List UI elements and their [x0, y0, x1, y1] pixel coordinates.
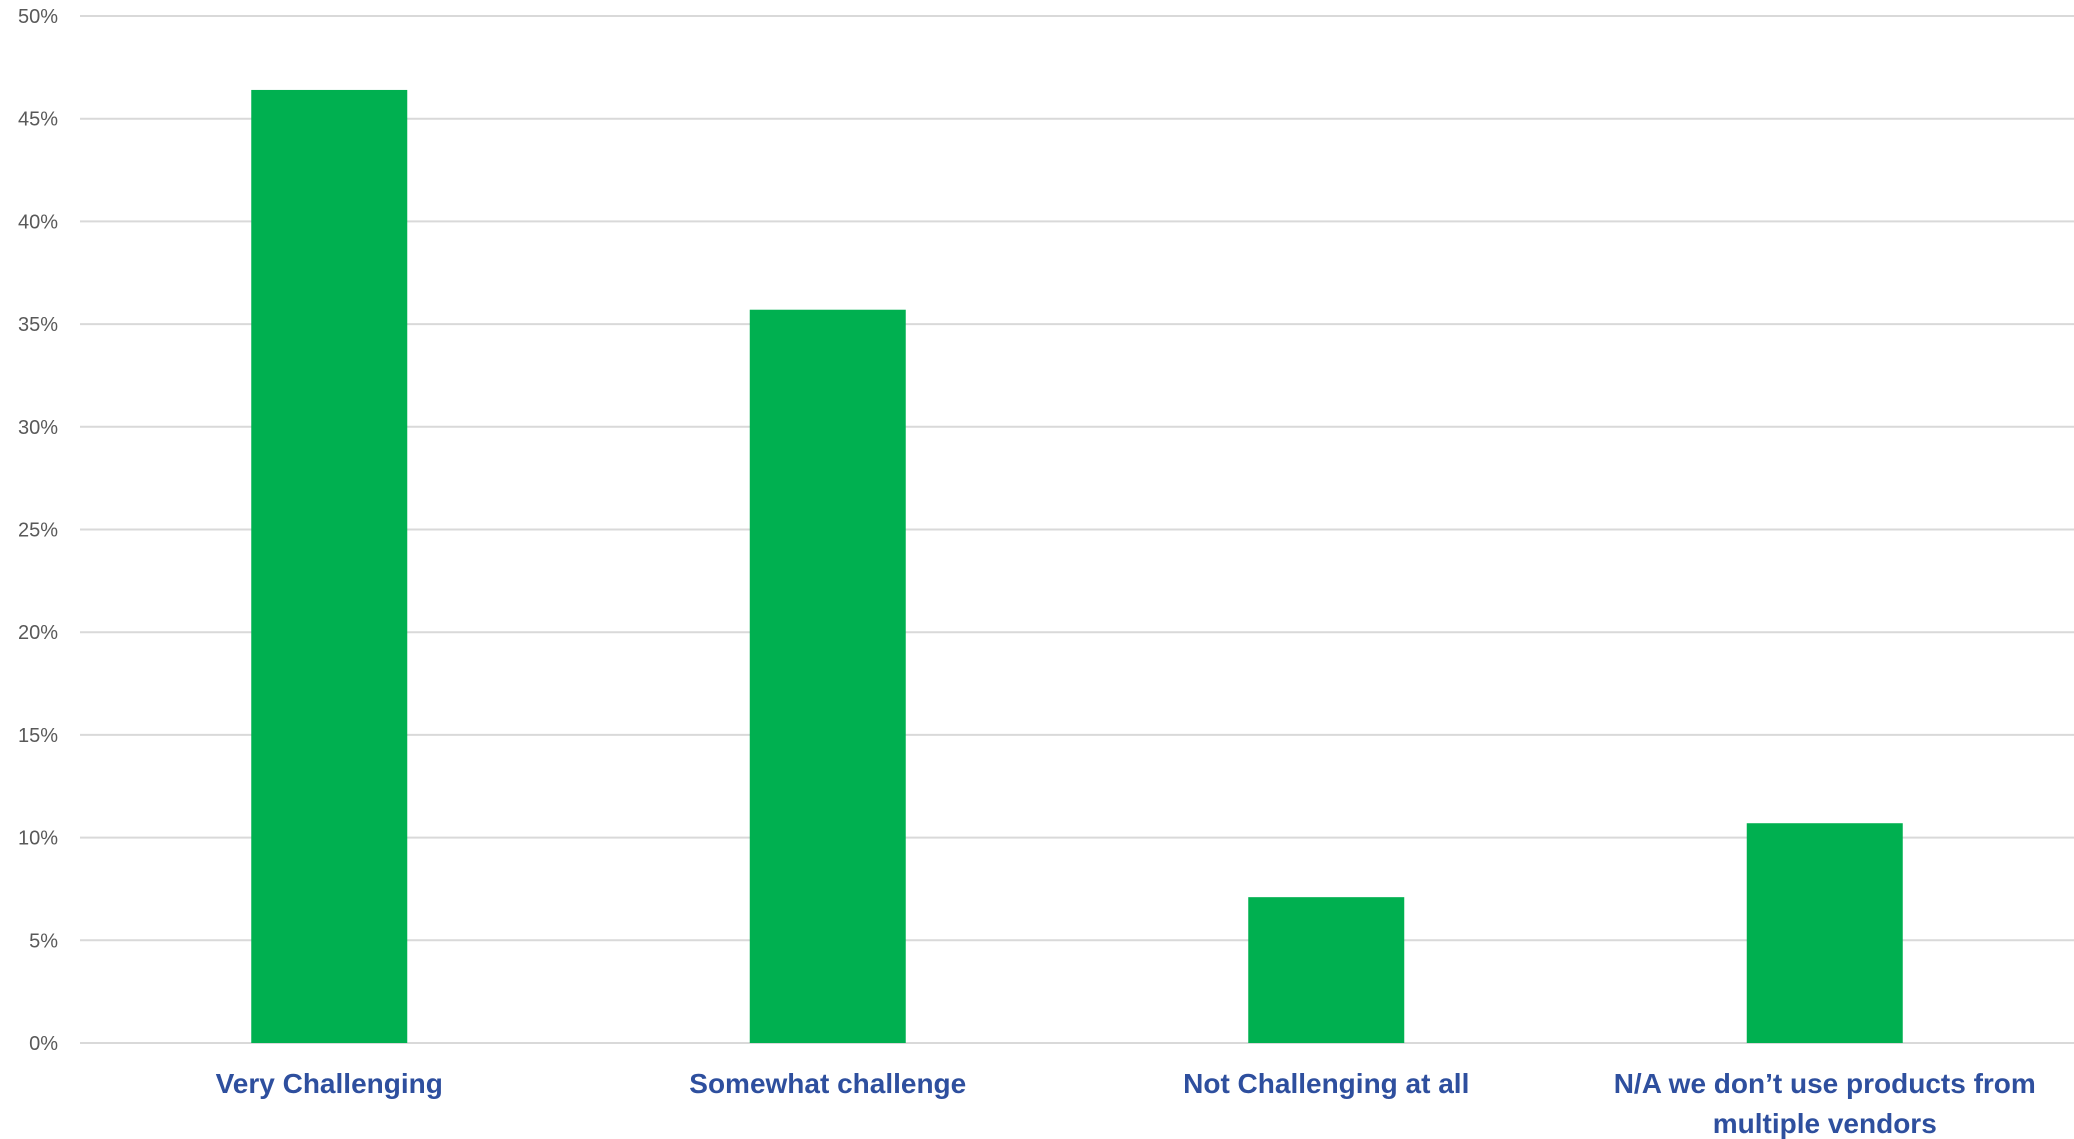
y-tick-label: 30% — [18, 417, 58, 439]
y-tick-label: 15% — [18, 725, 58, 747]
x-category-label: Very Challenging — [216, 1068, 443, 1099]
y-tick-label: 0% — [29, 1033, 58, 1055]
x-category-label: Somewhat challenge — [689, 1068, 966, 1099]
bar — [251, 89, 408, 1044]
bars — [251, 89, 1903, 1044]
y-tick-label: 25% — [18, 520, 58, 542]
y-tick-label: 40% — [18, 211, 58, 233]
y-tick-label: 5% — [29, 930, 58, 952]
bar — [749, 309, 906, 1043]
y-tick-label: 50% — [18, 6, 58, 28]
y-tick-label: 45% — [18, 109, 58, 131]
bar — [1248, 897, 1405, 1043]
y-tick-label: 20% — [18, 622, 58, 644]
x-axis-category-labels: Very Challenging Somewhat challenge Not Ch… — [216, 1068, 2036, 1139]
y-tick-label: 35% — [18, 314, 58, 336]
x-category-label: Not Challenging at all — [1183, 1068, 1469, 1099]
y-axis-tick-labels: 0% 5% 10% 15% 20% 25% 30% 35% 40% 45% 50% — [18, 6, 58, 1055]
bar — [1746, 823, 1903, 1043]
x-category-label: N/A we don’t use products from multiple v… — [1614, 1068, 2036, 1139]
y-tick-label: 10% — [18, 828, 58, 850]
gridlines — [80, 15, 2074, 1044]
